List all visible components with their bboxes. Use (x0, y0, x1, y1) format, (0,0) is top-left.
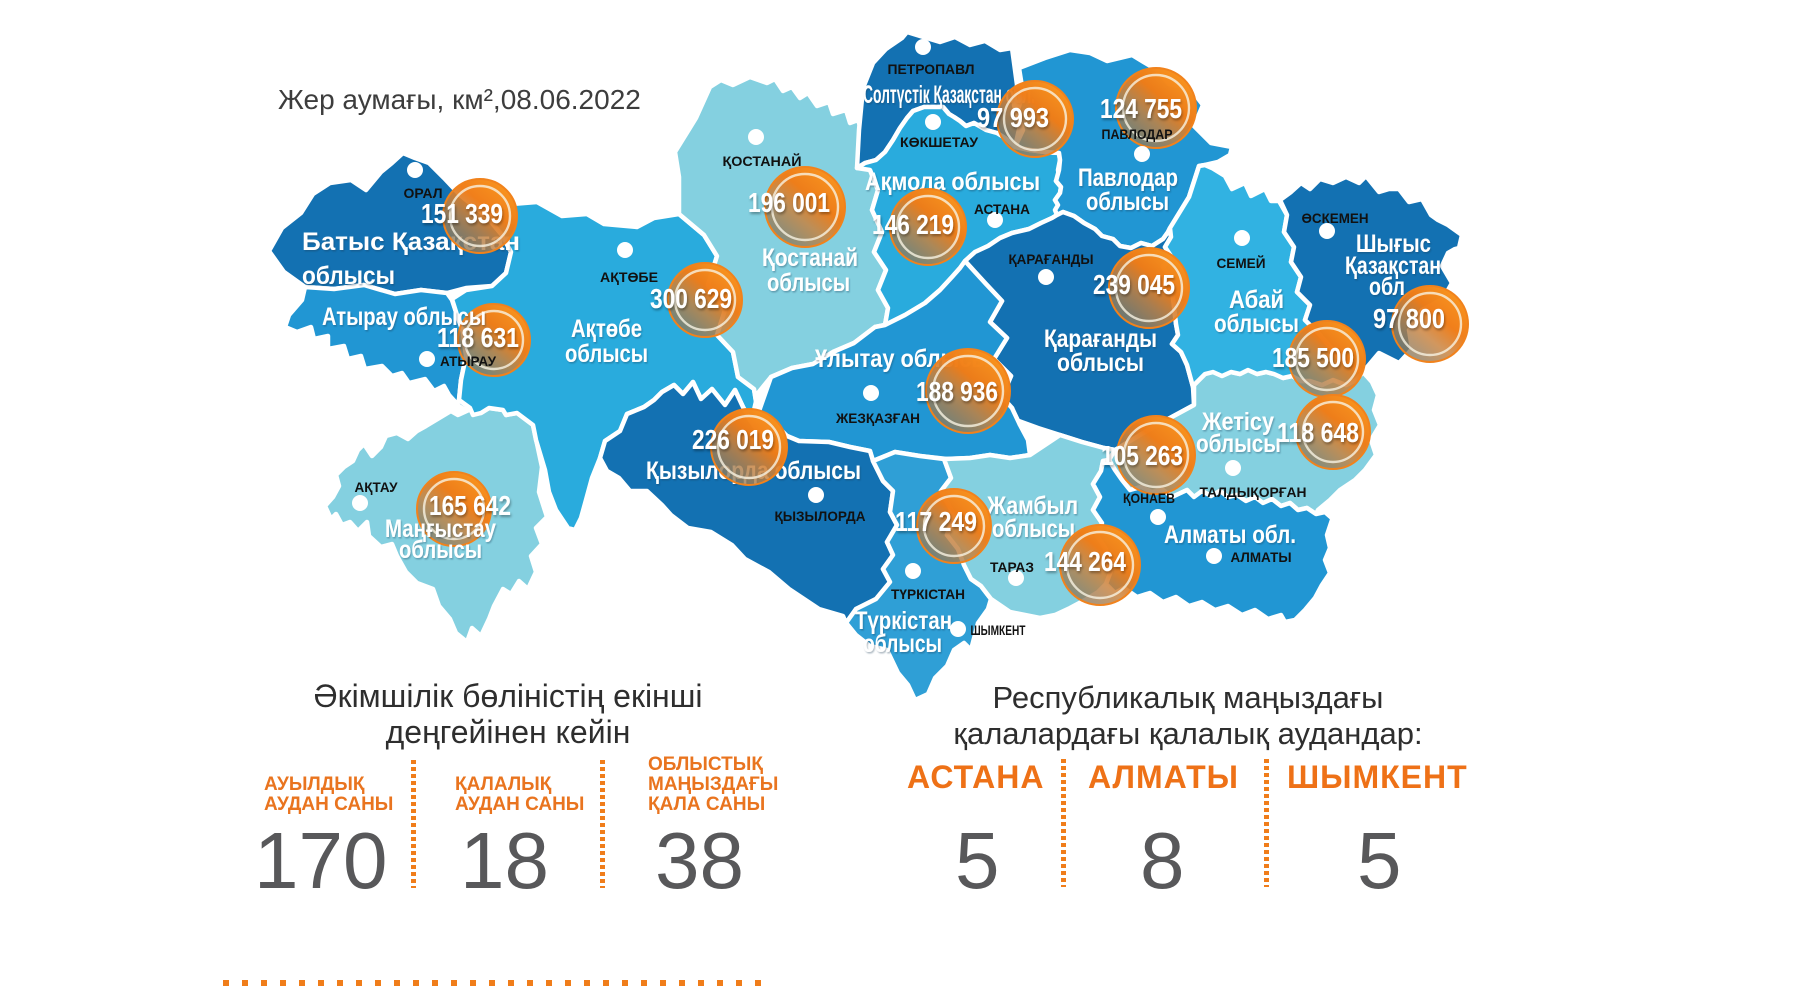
svg-text:Атырау облысы: Атырау облысы (322, 303, 486, 331)
svg-text:СЕМЕЙ: СЕМЕЙ (1217, 254, 1266, 271)
svg-text:ТҮРКІСТАН: ТҮРКІСТАН (891, 586, 965, 602)
svg-text:ШЫМКЕНТ: ШЫМКЕНТ (971, 622, 1026, 638)
svg-text:облысы: облысы (992, 515, 1075, 543)
svg-text:АҚТАУ: АҚТАУ (355, 479, 398, 495)
svg-text:Ақмола облысы: Ақмола облысы (865, 168, 1040, 196)
svg-text:ҚЫЗЫЛОРДА: ҚЫЗЫЛОРДА (775, 508, 866, 524)
svg-text:Түркістан: Түркістан (855, 607, 952, 635)
svg-text:ҚОНАЕВ: ҚОНАЕВ (1123, 490, 1175, 506)
svg-text:ЖЕЗҚАЗҒАН: ЖЕЗҚАЗҒАН (835, 410, 920, 426)
svg-text:188 936: 188 936 (916, 376, 998, 407)
svg-text:КӨКШЕТАУ: КӨКШЕТАУ (900, 134, 978, 150)
svg-text:151 339: 151 339 (421, 198, 503, 229)
svg-text:АҚТӨБЕ: АҚТӨБЕ (600, 269, 658, 285)
svg-text:ҚАРАҒАНДЫ: ҚАРАҒАНДЫ (1009, 251, 1094, 267)
svg-text:239 045: 239 045 (1093, 269, 1175, 300)
svg-text:ОРАЛ: ОРАЛ (404, 185, 443, 201)
svg-text:ТАЛДЫҚОРҒАН: ТАЛДЫҚОРҒАН (1200, 484, 1307, 500)
svg-text:118 631: 118 631 (437, 322, 519, 353)
svg-text:обл: обл (1369, 273, 1405, 301)
svg-text:97 800: 97 800 (1373, 303, 1445, 334)
svg-text:облысы: облысы (1214, 310, 1299, 338)
svg-text:облысы: облысы (1196, 430, 1281, 458)
svg-text:облысы: облысы (565, 340, 648, 368)
svg-text:Жамбыл: Жамбыл (986, 492, 1078, 520)
svg-text:196 001: 196 001 (748, 187, 830, 218)
svg-text:Маңғыстау: Маңғыстау (385, 515, 496, 543)
svg-text:144 264: 144 264 (1044, 546, 1126, 577)
svg-text:Павлодар: Павлодар (1078, 164, 1178, 192)
svg-text:ҚОСТАНАЙ: ҚОСТАНАЙ (723, 152, 802, 169)
svg-text:146 219: 146 219 (872, 209, 954, 240)
svg-text:облысы: облысы (399, 536, 482, 564)
svg-text:Шығыс: Шығыс (1356, 230, 1431, 258)
svg-text:124 755: 124 755 (1100, 93, 1182, 124)
svg-text:Жетісу: Жетісу (1201, 408, 1274, 436)
svg-text:105 263: 105 263 (1101, 440, 1183, 471)
svg-text:Абай: Абай (1229, 286, 1284, 314)
svg-text:Ақтөбе: Ақтөбе (571, 315, 642, 343)
svg-text:185 500: 185 500 (1272, 342, 1354, 373)
svg-text:300 629: 300 629 (650, 283, 732, 314)
svg-text:117 249: 117 249 (895, 506, 977, 537)
svg-text:ТАРАЗ: ТАРАЗ (990, 559, 1034, 575)
svg-text:АЛМАТЫ: АЛМАТЫ (1231, 549, 1292, 565)
svg-text:ӨСКЕМЕН: ӨСКЕМЕН (1302, 210, 1369, 226)
svg-text:облысы: облысы (1057, 349, 1144, 377)
svg-text:226 019: 226 019 (692, 424, 774, 455)
svg-text:165 642: 165 642 (429, 490, 511, 521)
svg-text:ПЕТРОПАВЛ: ПЕТРОПАВЛ (888, 61, 975, 77)
svg-text:облысы: облысы (767, 269, 850, 297)
svg-text:Қарағанды: Қарағанды (1044, 325, 1157, 353)
svg-text:ПАВЛОДАР: ПАВЛОДАР (1102, 126, 1173, 142)
svg-text:облысы: облысы (1086, 188, 1169, 216)
svg-text:Қостанай: Қостанай (762, 244, 858, 272)
svg-text:118 648: 118 648 (1277, 417, 1359, 448)
svg-text:Қазақстан: Қазақстан (1345, 252, 1441, 280)
svg-text:облысы: облысы (863, 630, 942, 658)
svg-text:Алматы обл.: Алматы обл. (1164, 521, 1296, 549)
svg-text:АТЫРАУ: АТЫРАУ (440, 353, 496, 369)
svg-text:облысы: облысы (302, 262, 395, 290)
svg-text:АСТАНА: АСТАНА (974, 201, 1030, 217)
svg-text:97 993: 97 993 (977, 102, 1049, 133)
